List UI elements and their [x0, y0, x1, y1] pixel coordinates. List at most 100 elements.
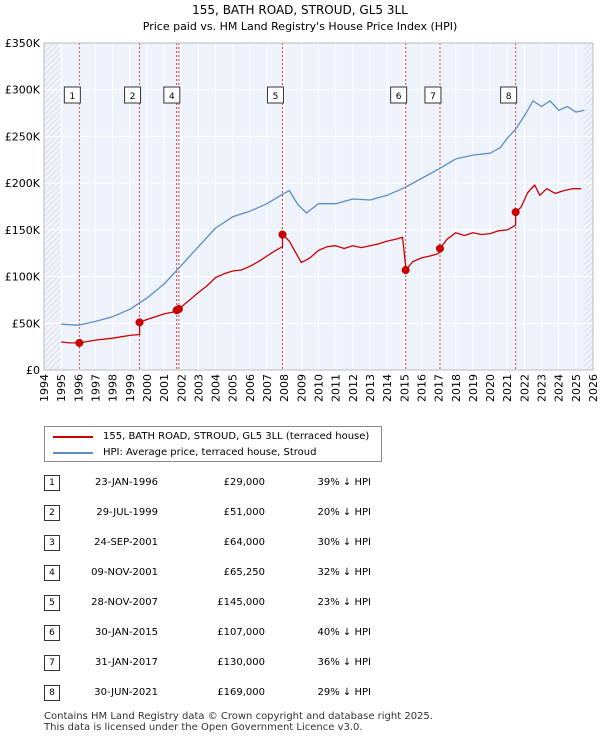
x-tick-label: 1997 — [89, 374, 102, 402]
sale-point-8 — [511, 208, 520, 217]
x-tick-label: 2002 — [175, 374, 188, 402]
table-row: 6 30-JAN-2015 £107,000 40% ↓ HPI — [0, 623, 600, 645]
y-tick-label: £100K — [5, 271, 41, 284]
x-tick-label: 2011 — [330, 374, 343, 402]
y-tick-label: £0 — [26, 364, 40, 377]
legend: 155, BATH ROAD, STROUD, GL5 3LL (terrace… — [44, 426, 382, 462]
row-price: £130,000 — [217, 657, 265, 668]
x-tick-label: 1998 — [107, 374, 120, 402]
sale-box-label-2: 2 — [130, 92, 136, 102]
y-tick-label: £150K — [5, 224, 41, 237]
table-row: 5 28-NOV-2007 £145,000 23% ↓ HPI — [0, 593, 600, 615]
x-tick-label: 2014 — [381, 374, 394, 402]
x-tick-label: 2012 — [347, 374, 360, 402]
footer: Contains HM Land Registry data © Crown c… — [44, 711, 433, 733]
sale-point-4 — [174, 304, 183, 314]
sale-date-lines — [78, 43, 517, 370]
legend-label-hpi: HPI: Average price, terraced house, Stro… — [103, 447, 317, 458]
x-tick-label: 2018 — [450, 374, 463, 402]
row-number-badge: 8 — [44, 685, 60, 701]
footer-copyright: Contains HM Land Registry data © Crown c… — [44, 711, 433, 722]
x-tick-label: 2013 — [364, 374, 377, 402]
x-tick-label: 1994 — [38, 374, 51, 402]
row-number-badge: 4 — [44, 565, 60, 581]
y-tick-label: £200K — [5, 177, 41, 190]
row-price: £145,000 — [217, 597, 265, 608]
sale-box-label-5: 5 — [273, 92, 279, 102]
table-row: 8 30-JUN-2021 £169,000 29% ↓ HPI — [0, 683, 600, 705]
table-row: 7 31-JAN-2017 £130,000 36% ↓ HPI — [0, 653, 600, 675]
row-price: £169,000 — [217, 687, 265, 698]
table-row: 3 24-SEP-2001 £64,000 30% ↓ HPI — [0, 533, 600, 555]
row-hpi: 23% ↓ HPI — [317, 597, 371, 608]
x-tick-label: 2019 — [467, 374, 480, 402]
x-tick-label: 2007 — [261, 374, 274, 402]
sale-box-7 — [424, 86, 442, 104]
sale-box-label-4: 4 — [169, 92, 175, 102]
legend-swatch-hpi — [53, 452, 93, 454]
x-tick-label: 2015 — [398, 374, 411, 402]
sale-number-boxes: 1 2 4 5 6 7 8 — [63, 86, 518, 104]
sale-box-8 — [500, 86, 518, 104]
row-price: £29,000 — [223, 477, 265, 488]
legend-swatch-property — [53, 436, 93, 438]
row-hpi: 36% ↓ HPI — [317, 657, 371, 668]
sale-box-1 — [63, 86, 81, 104]
row-date: 28-NOV-2007 — [91, 597, 158, 608]
table-row: 4 09-NOV-2001 £65,250 32% ↓ HPI — [0, 563, 600, 585]
x-tick-label: 2022 — [518, 374, 531, 402]
row-number-badge: 5 — [44, 595, 60, 611]
chart-title: 155, BATH ROAD, STROUD, GL5 3LL — [192, 3, 408, 17]
row-hpi: 20% ↓ HPI — [317, 507, 371, 518]
row-hpi: 32% ↓ HPI — [317, 567, 371, 578]
sale-point-1 — [75, 338, 84, 347]
row-price: £64,000 — [223, 537, 265, 548]
row-price: £65,250 — [223, 567, 265, 578]
chart-subtitle: Price paid vs. HM Land Registry's House … — [143, 20, 458, 33]
sale-box-label-8: 8 — [506, 92, 512, 102]
row-date: 30-JUN-2021 — [94, 687, 158, 698]
x-tick-label: 2016 — [415, 374, 428, 402]
sale-box-label-1: 1 — [69, 92, 75, 102]
row-hpi: 30% ↓ HPI — [317, 537, 371, 548]
sale-box-label-7: 7 — [430, 92, 436, 102]
x-tick-label: 2008 — [278, 374, 291, 402]
hatch-left — [44, 43, 62, 370]
row-hpi: 29% ↓ HPI — [317, 687, 371, 698]
sale-box-6 — [390, 86, 408, 104]
legend-label-property: 155, BATH ROAD, STROUD, GL5 3LL (terrace… — [103, 431, 370, 442]
row-date: 09-NOV-2001 — [91, 567, 158, 578]
table-row: 2 29-JUL-1999 £51,000 20% ↓ HPI — [0, 503, 600, 525]
row-number-badge: 2 — [44, 505, 60, 521]
x-tick-label: 2009 — [295, 374, 308, 402]
table-row: 1 23-JAN-1996 £29,000 39% ↓ HPI — [0, 473, 600, 495]
y-tick-label: £350K — [5, 37, 41, 50]
x-tick-label: 2003 — [192, 374, 205, 402]
y-tick-label: £250K — [5, 130, 41, 143]
series-line-hpi — [61, 100, 585, 326]
x-tick-label: 2021 — [501, 374, 514, 402]
x-tick-label: 2004 — [210, 374, 223, 402]
sale-box-label-6: 6 — [396, 92, 402, 102]
x-tick-label: 2025 — [570, 374, 583, 402]
sale-point-2 — [135, 318, 144, 327]
footer-licence: This data is licensed under the Open Gov… — [44, 722, 363, 733]
hatch-regions — [44, 43, 593, 370]
x-tick-label: 2010 — [313, 374, 326, 402]
price-chart: 155, BATH ROAD, STROUD, GL5 3LL Price pa… — [5, 3, 600, 402]
x-tick-label: 2005 — [227, 374, 240, 402]
x-tick-label: 2024 — [553, 374, 566, 402]
sale-point-7 — [435, 244, 445, 253]
x-tick-label: 1996 — [72, 374, 85, 402]
sale-point-6 — [401, 265, 410, 275]
hatch-right — [584, 43, 593, 370]
row-date: 29-JUL-1999 — [96, 507, 158, 518]
x-tick-label: 1995 — [55, 374, 68, 402]
sale-box-4 — [163, 86, 181, 104]
row-hpi: 39% ↓ HPI — [317, 477, 371, 488]
x-tick-label: 1999 — [124, 374, 137, 402]
row-date: 31-JAN-2017 — [94, 657, 158, 668]
x-tick-label: 2006 — [244, 374, 257, 402]
row-number-badge: 1 — [44, 475, 60, 491]
y-tick-label: £50K — [12, 317, 41, 330]
